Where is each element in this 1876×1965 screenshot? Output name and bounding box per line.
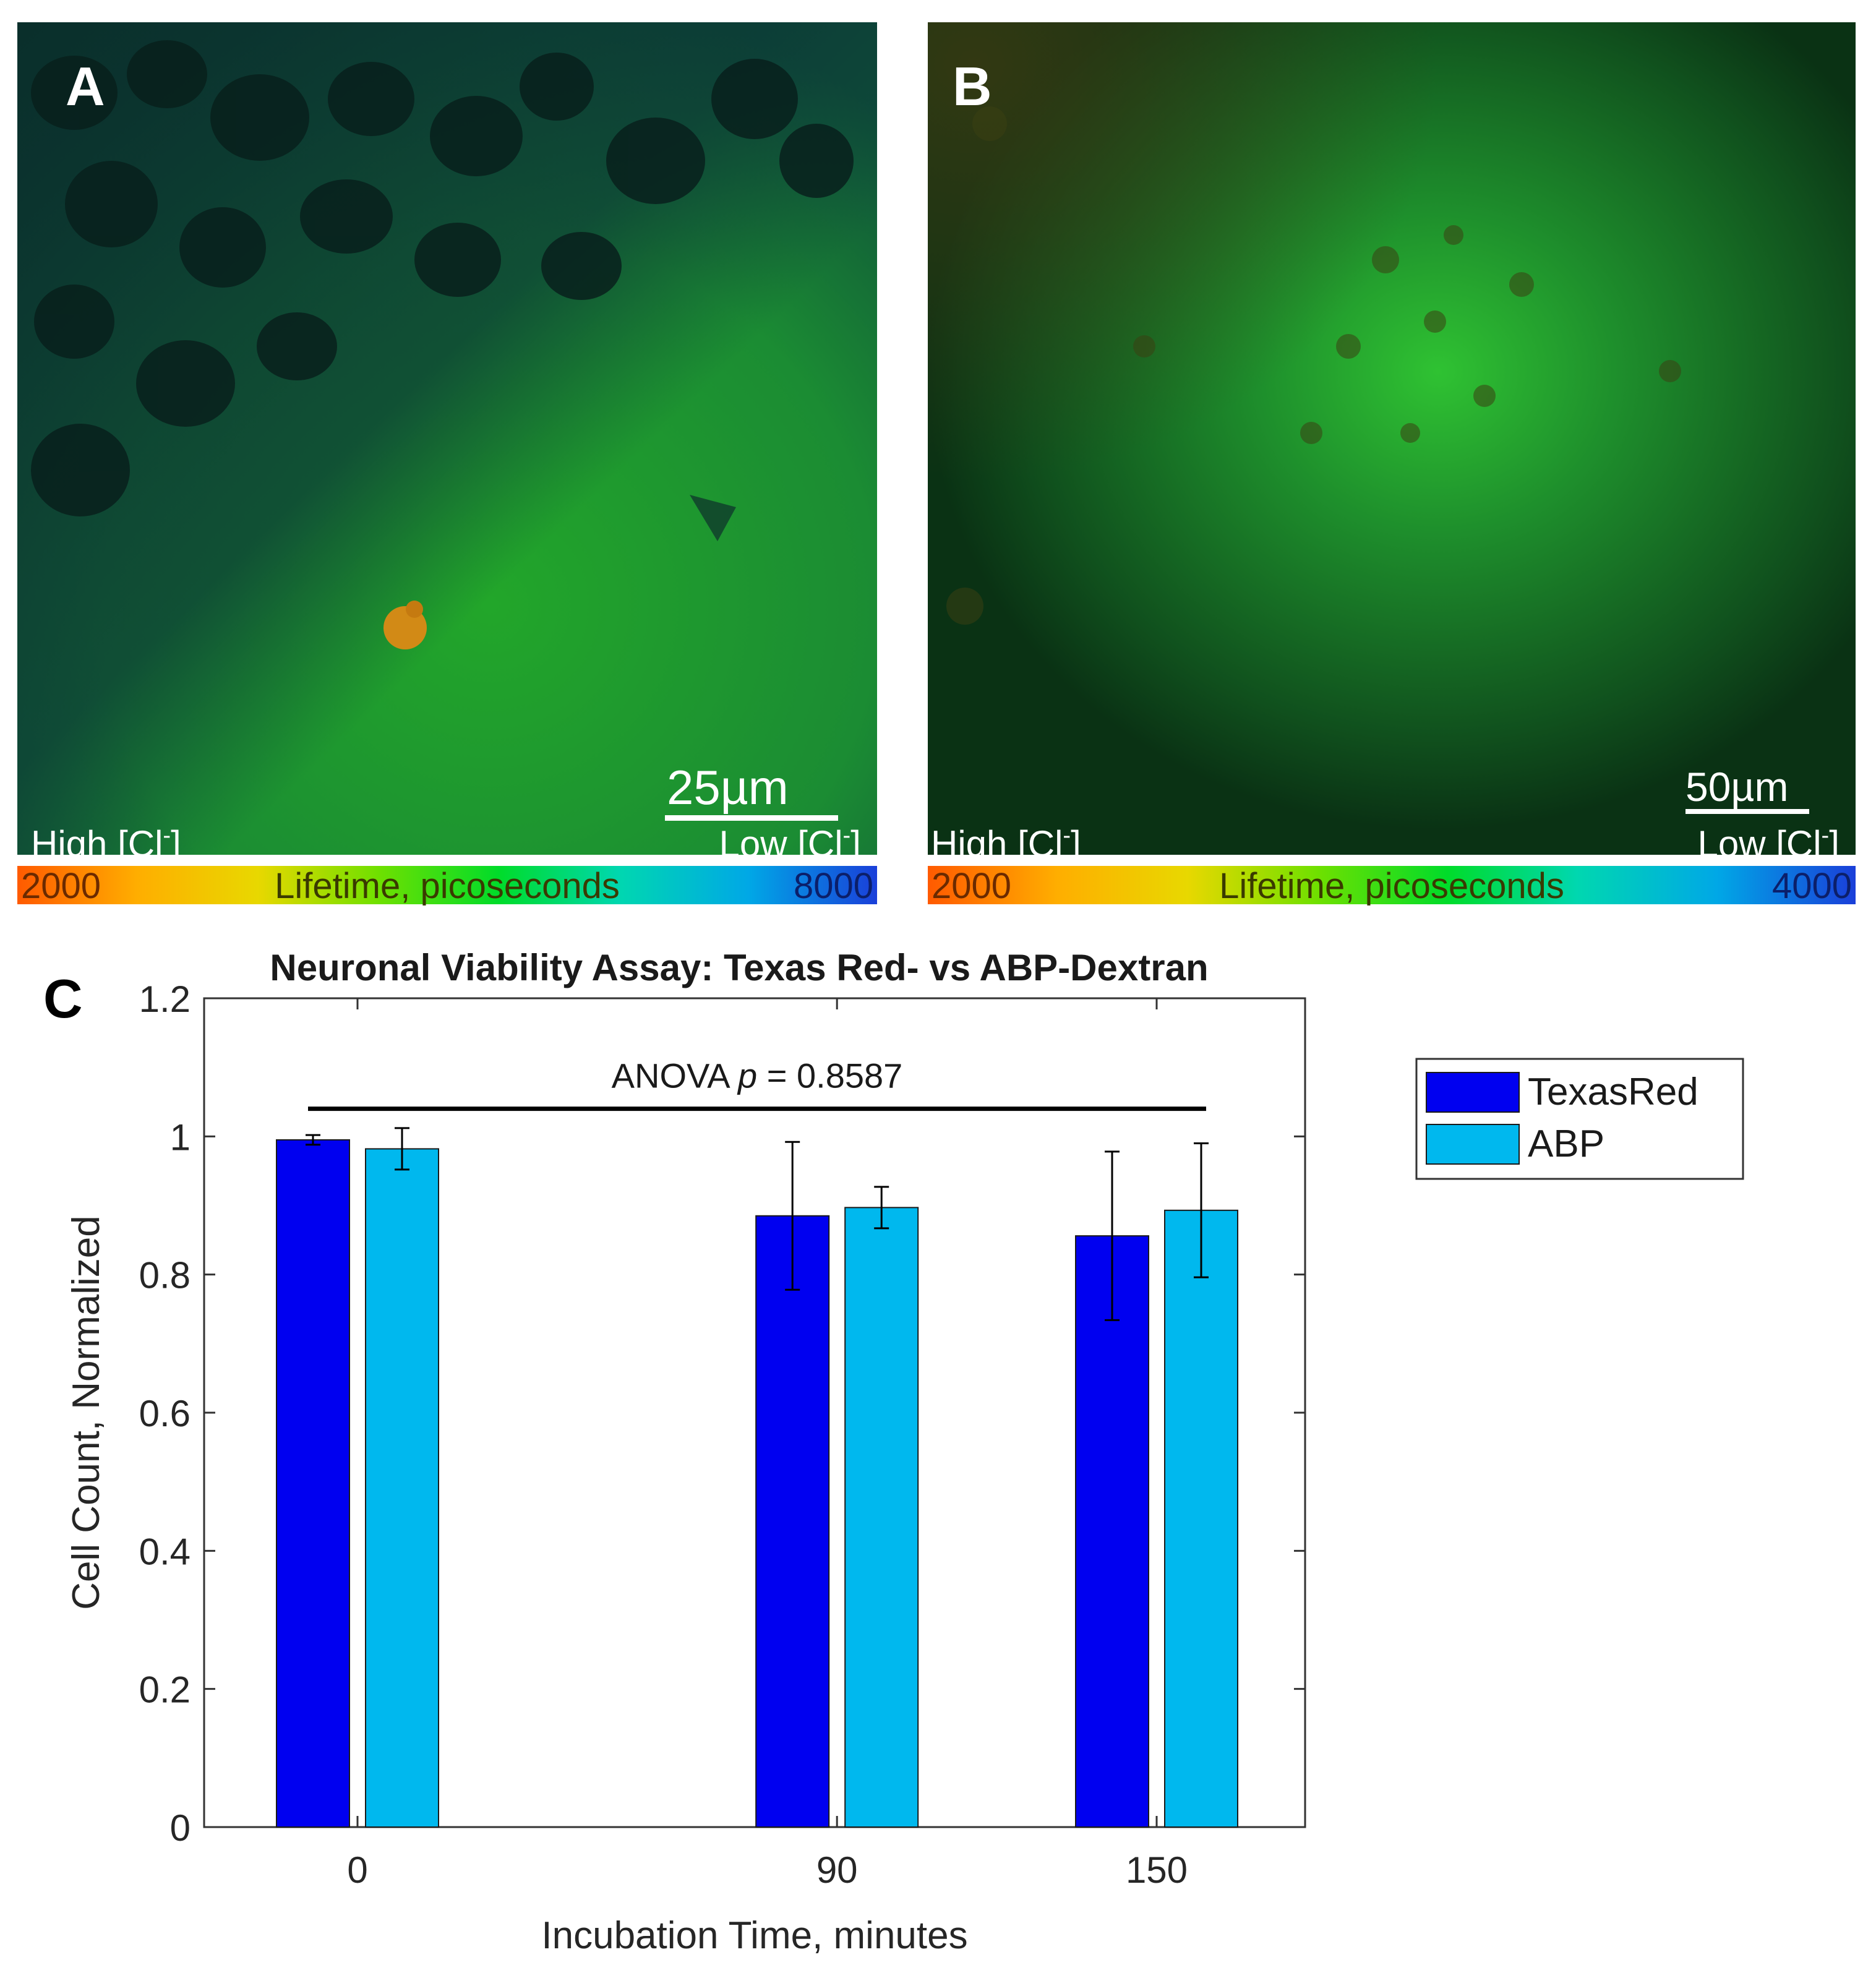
y-tick-label: 1 [170,1116,191,1158]
panel-b-low-label: Low [Cl-]o [1697,823,1852,873]
legend-label-texasred: TexasRed [1528,1071,1698,1113]
panel-b-letter: B [953,56,992,117]
error-bar [306,1134,320,1146]
bar-texasred-150 [1075,1235,1149,1828]
bar-texasred-0 [276,1139,350,1828]
panel-b-colorbar-title: Lifetime, picoseconds [1219,866,1564,906]
panel-a-scale-text: 25µm [667,760,789,815]
panel-a-low-label: Low [Cl-]o [719,823,874,873]
panel-b-scale-bar [1685,809,1809,814]
panel-b-cells [946,106,1681,625]
panel-a-cells [31,40,854,516]
error-bar [1194,1142,1209,1278]
x-axis-label: Incubation Time, minutes [541,1914,967,1957]
error-bar [1105,1150,1120,1321]
panel-c: C Neuronal Viability Assay: Texas Red- v… [43,947,1744,1957]
x-axis: 0 90 150 [347,998,1188,1891]
anova-annotation: ANOVA p = 0.8587 [308,1056,1206,1111]
bars [276,1127,1238,1828]
panel-b-colorbar-min: 2000 [932,866,1011,906]
panel-b: B 50µm High [Cl-]o Low [Cl-]o 2000 Lifet… [928,22,1856,906]
bar-abp-90 [844,1207,919,1828]
x-tick-label: 0 [347,1849,367,1891]
panel-a-scale-bar [665,815,838,821]
y-tick-label: 1.2 [139,978,191,1020]
x-tick-label: 90 [816,1849,858,1891]
chart-title: Neuronal Viability Assay: Texas Red- vs … [270,947,1208,988]
y-tick-label: 0.6 [139,1393,191,1434]
y-tick-label: 0.2 [139,1669,191,1711]
panel-a-colorbar-title: Lifetime, picoseconds [275,866,620,906]
y-tick-label: 0 [170,1807,191,1849]
x-tick-label: 150 [1126,1849,1188,1891]
panel-a-colorbar [17,866,877,904]
panel-b-colorbar-max: 4000 [1772,866,1852,906]
legend-swatch-texasred [1426,1072,1520,1113]
y-axis-label: Cell Count, Normalized [65,1215,108,1609]
bar-abp-150 [1164,1209,1238,1828]
y-tick-label: 0.4 [139,1531,191,1572]
panel-a-colorbar-min: 2000 [21,866,101,906]
panel-b-scale-text: 50µm [1685,764,1788,810]
bar-abp-0 [365,1148,439,1828]
legend: TexasRed ABP [1415,1058,1744,1180]
panel-c-letter: C [43,968,83,1029]
panel-a: A 25µm High [Cl-]o Low [Cl-]o 2000 Lifet… [17,22,877,906]
panel-a-letter: A [66,56,105,117]
legend-label-abp: ABP [1528,1123,1604,1165]
error-bar [785,1141,800,1291]
panel-a-colorbar-max: 8000 [794,866,873,906]
panel-b-colorbar [928,866,1856,904]
y-tick-label: 0.8 [139,1255,191,1296]
error-bar [874,1186,889,1230]
error-bar [395,1127,409,1171]
y-axis: 0 0.2 0.4 0.6 0.8 1 1.2 [139,978,1305,1849]
anova-text: ANOVA p = 0.8587 [612,1056,903,1095]
bar-texasred-90 [755,1215,830,1828]
panel-a-high-label: High [Cl-]o [31,823,194,873]
legend-swatch-abp [1426,1124,1520,1165]
